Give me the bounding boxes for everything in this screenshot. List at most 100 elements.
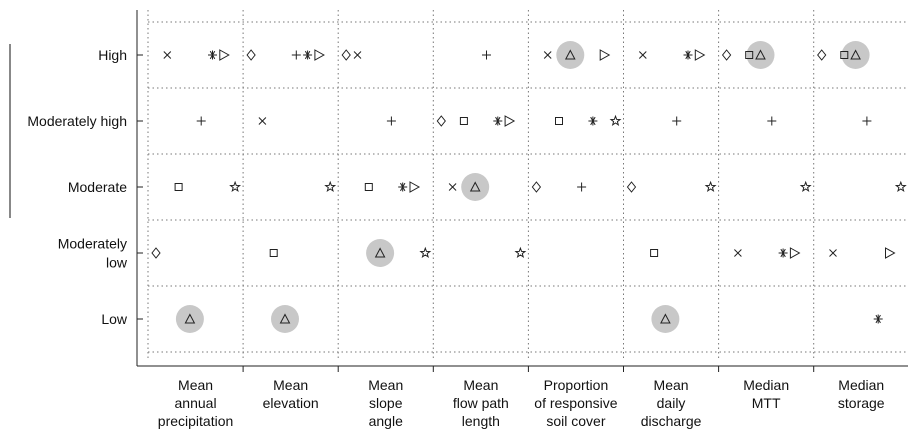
marker-shape	[704, 180, 717, 193]
marker-highlight	[746, 41, 775, 69]
x-tick-label: slope	[369, 395, 403, 411]
marker-shape	[514, 246, 527, 259]
marker-shape	[246, 49, 256, 61]
marker	[626, 181, 637, 193]
x-tick-label: MTT	[752, 395, 781, 411]
marker	[386, 116, 396, 126]
marker-shape	[626, 181, 637, 193]
marker	[543, 51, 552, 59]
marker	[303, 50, 313, 60]
marker	[448, 183, 457, 191]
marker-shape	[755, 49, 766, 60]
marker	[799, 180, 812, 193]
marker	[755, 49, 766, 60]
x-tick-label: discharge	[641, 413, 702, 429]
x-tick-label: annual	[175, 395, 217, 411]
marker	[660, 313, 671, 324]
marker-shape	[789, 247, 801, 259]
x-tick-label: Mean	[178, 377, 213, 393]
marker-shape	[269, 249, 278, 257]
marker	[638, 51, 647, 59]
marker	[269, 249, 278, 257]
marker	[504, 115, 516, 127]
marker	[469, 181, 481, 192]
marker	[829, 249, 837, 257]
marker-shape	[543, 51, 552, 59]
marker-shape	[721, 49, 732, 61]
marker-shape	[151, 247, 161, 259]
x-tick-label: Median	[743, 377, 789, 393]
x-tick-label: Mean	[273, 377, 308, 393]
marker	[555, 117, 563, 125]
marker-highlight	[841, 41, 870, 69]
marker-shape	[184, 313, 196, 324]
marker	[894, 180, 907, 193]
marker-shape	[745, 51, 754, 59]
x-tick-label: length	[462, 413, 500, 429]
x-tick-label: Mean	[368, 377, 403, 393]
marker	[672, 116, 682, 126]
marker	[279, 313, 291, 324]
x-tick-label: elevation	[263, 395, 319, 411]
x-tick-label: angle	[369, 413, 403, 429]
marker	[436, 115, 446, 127]
marker	[459, 117, 468, 125]
marker-shape	[840, 51, 849, 59]
marker-shape	[650, 249, 659, 257]
marker-shape	[324, 180, 337, 193]
x-tick-label: soil cover	[546, 413, 605, 429]
marker-shape	[459, 117, 468, 125]
x-tick-label: Proportion	[544, 377, 609, 393]
marker-shape	[163, 51, 172, 59]
marker	[767, 116, 777, 126]
marker	[564, 49, 576, 60]
marker-shape	[419, 246, 432, 259]
marker-shape	[694, 49, 706, 61]
marker-highlight	[366, 239, 395, 267]
y-tick-label: Moderately high	[27, 113, 127, 129]
marker-shape	[469, 181, 481, 192]
marker-highlight	[175, 305, 204, 333]
marker-shape	[609, 114, 622, 127]
marker-shape	[504, 115, 516, 127]
y-tick-label: Low	[101, 311, 128, 327]
marker	[419, 246, 432, 259]
marker	[704, 180, 717, 193]
marker-highlight	[556, 41, 585, 69]
marker-shape	[448, 183, 457, 191]
marker	[374, 247, 386, 258]
marker	[873, 314, 883, 324]
marker-shape	[850, 49, 861, 60]
marker	[482, 50, 491, 60]
x-tick-label: storage	[838, 395, 885, 411]
marker	[196, 116, 206, 126]
marker	[840, 51, 849, 59]
marker	[862, 116, 872, 126]
marker	[353, 51, 362, 59]
x-tick-label: Mean	[654, 377, 689, 393]
marker	[599, 49, 611, 61]
marker	[258, 117, 267, 125]
x-tick-label: precipitation	[158, 413, 234, 429]
marker	[398, 182, 408, 192]
marker	[409, 181, 421, 193]
marker	[531, 181, 542, 193]
marker	[314, 49, 325, 61]
marker	[324, 180, 337, 193]
marker-shape	[894, 180, 907, 193]
marker-shape	[638, 51, 647, 59]
marker-highlight	[271, 305, 299, 333]
marker-shape	[436, 115, 446, 127]
marker-shape	[531, 181, 542, 193]
x-tick-label: of responsive	[534, 395, 617, 411]
marker	[694, 49, 706, 61]
marker	[789, 247, 801, 259]
marker	[745, 51, 754, 59]
y-tick-label: Moderately	[58, 236, 127, 252]
marker-shape	[279, 313, 291, 324]
marker	[588, 116, 598, 126]
y-tick-label: low	[106, 255, 128, 271]
marker-shape	[885, 247, 896, 259]
marker	[493, 116, 503, 126]
